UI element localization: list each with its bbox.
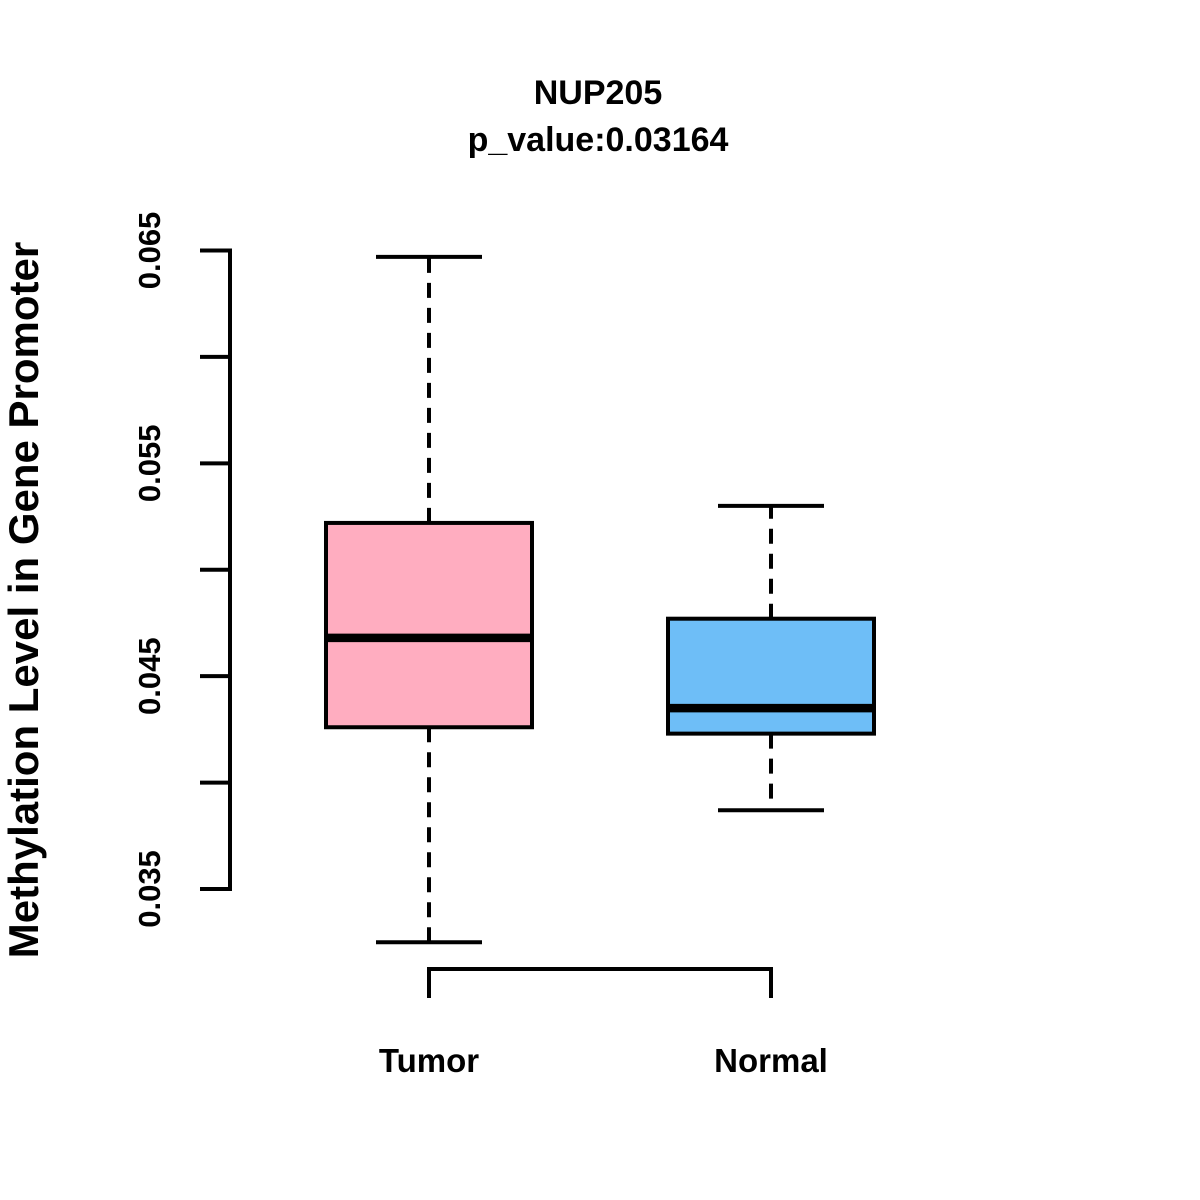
normal-box bbox=[666, 616, 876, 736]
y-axis-tick-label: 0.065 bbox=[132, 212, 167, 290]
group-label-tumor: Tumor bbox=[379, 1042, 479, 1079]
group-label-normal: Normal bbox=[714, 1042, 828, 1079]
tumor-box bbox=[324, 520, 534, 730]
y-axis-tick-label: 0.045 bbox=[132, 637, 167, 715]
y-axis-label: Methylation Level in Gene Promoter bbox=[0, 242, 47, 958]
chart-title: NUP205 bbox=[534, 74, 663, 112]
y-axis-tick-label: 0.055 bbox=[132, 425, 167, 503]
plot-layer: 0.035 0.045 0.055 0.065 bbox=[132, 212, 876, 998]
y-axis-tick-label: 0.035 bbox=[132, 850, 167, 928]
chart-subtitle: p_value:0.03164 bbox=[468, 121, 729, 159]
x-axis-bracket bbox=[427, 967, 773, 998]
